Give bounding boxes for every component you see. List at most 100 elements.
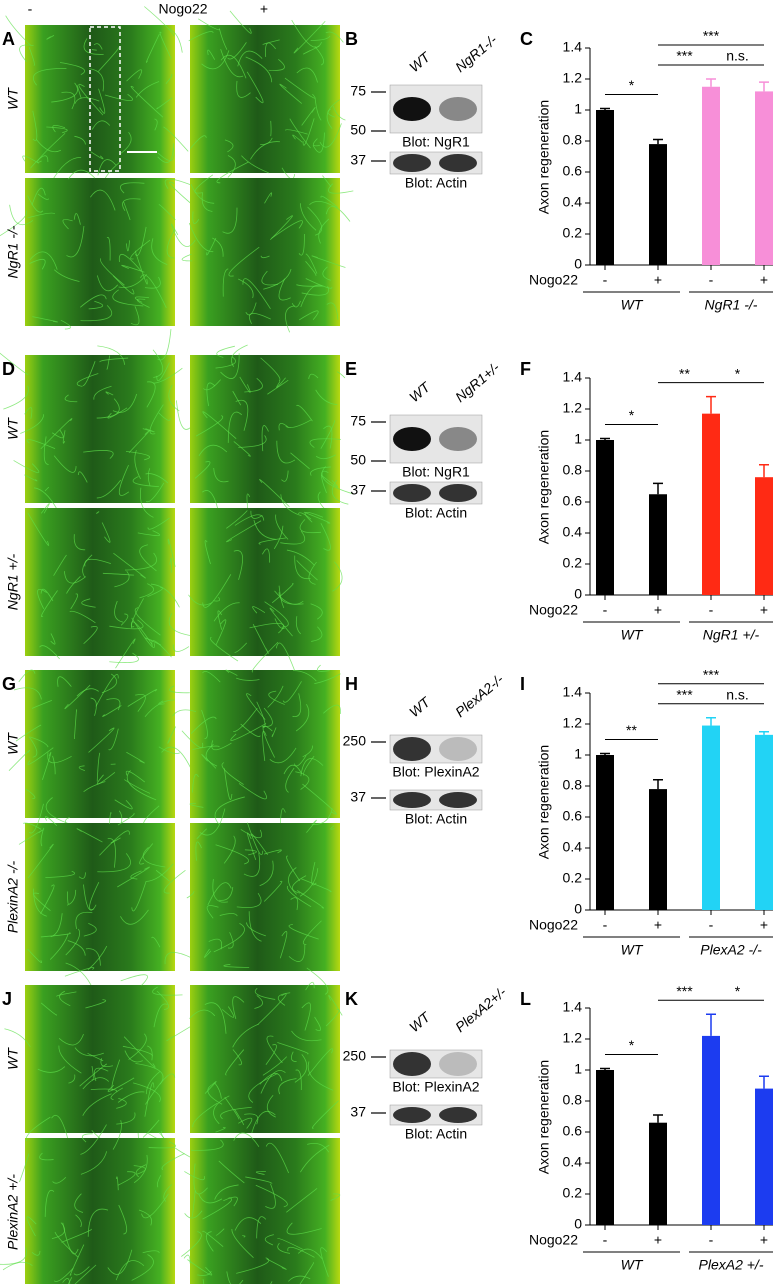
- axon: [102, 705, 122, 717]
- axon: [74, 97, 100, 104]
- bar: [649, 789, 667, 910]
- axon: [139, 583, 154, 599]
- axon: [139, 544, 157, 572]
- axon: [236, 892, 262, 908]
- axon: [52, 1176, 67, 1184]
- axon: [147, 468, 151, 486]
- axon: [234, 1108, 245, 1126]
- axon: [300, 284, 323, 308]
- axon: [296, 67, 318, 83]
- axon: [2, 1261, 33, 1271]
- axon: [275, 642, 297, 675]
- axon: [223, 768, 233, 800]
- axon: [90, 697, 97, 716]
- axon: [27, 195, 44, 213]
- axon: [122, 1045, 153, 1057]
- axon: [320, 195, 338, 208]
- axon: [109, 652, 139, 663]
- axon: [227, 932, 234, 949]
- axon: [128, 1033, 147, 1060]
- axon: [238, 278, 254, 299]
- axon: [69, 610, 96, 624]
- bar: [702, 1035, 720, 1225]
- significance-label: **: [679, 365, 690, 381]
- axon: [61, 1228, 92, 1243]
- axon: [144, 637, 162, 646]
- axon: [238, 783, 268, 800]
- axon: [107, 1249, 133, 1275]
- axon: [47, 752, 72, 764]
- axon: [223, 1196, 238, 1207]
- axon: [260, 255, 270, 259]
- axon: [101, 673, 118, 694]
- axon: [125, 770, 146, 783]
- axon: [5, 15, 31, 46]
- axon: [246, 71, 264, 104]
- group-label: NgR1 +/-: [703, 627, 760, 643]
- axon: [96, 398, 120, 419]
- axon: [314, 97, 322, 121]
- panel-letter: L: [520, 989, 531, 1009]
- axon: [236, 80, 251, 98]
- axon: [163, 126, 189, 152]
- axon: [116, 1112, 136, 1125]
- axon: [99, 258, 125, 286]
- axon: [58, 1034, 84, 1046]
- axon: [29, 251, 58, 270]
- axon: [285, 419, 312, 428]
- axon: [303, 45, 320, 55]
- axon: [83, 38, 104, 55]
- panel-letter: A: [2, 29, 15, 49]
- bar: [755, 477, 773, 595]
- axon: [297, 1248, 323, 1259]
- axon: [106, 698, 121, 711]
- significance-label: *: [735, 983, 741, 999]
- axon: [78, 872, 86, 879]
- axon: [314, 46, 325, 66]
- axon: [112, 275, 135, 295]
- axon: [22, 155, 39, 164]
- error-bar: [706, 78, 716, 87]
- axon: [262, 725, 276, 758]
- axon: [127, 689, 158, 707]
- axon: [13, 460, 40, 474]
- axon: [118, 1204, 128, 1235]
- axon: [59, 990, 71, 1007]
- axon: [299, 203, 317, 231]
- axon: [222, 207, 238, 234]
- axon: [64, 394, 78, 403]
- axon: [165, 74, 173, 84]
- axon: [265, 1044, 277, 1065]
- axon: [113, 552, 146, 579]
- y-tick-label: 1: [574, 101, 582, 117]
- y-tick-label: 1.4: [563, 684, 583, 700]
- axon: [203, 379, 221, 391]
- axon: [144, 276, 161, 289]
- axon: [299, 1262, 315, 1284]
- axon: [44, 1190, 55, 1217]
- row-label: NgR1 +/-: [5, 553, 21, 610]
- axon: [163, 1184, 173, 1202]
- axon: [25, 788, 36, 800]
- axon: [0, 210, 28, 237]
- axon: [227, 411, 243, 443]
- axon: [93, 1067, 109, 1082]
- axon: [202, 1279, 205, 1284]
- axon: [291, 300, 301, 308]
- x-tick-label: -: [709, 272, 714, 288]
- axon: [250, 141, 280, 160]
- axon: [126, 240, 130, 252]
- axon: [202, 411, 237, 440]
- axon: [43, 436, 49, 465]
- axon: [202, 1230, 224, 1248]
- axon: [301, 878, 332, 893]
- axon: [19, 1153, 30, 1183]
- micrograph: [25, 1138, 175, 1284]
- axon: [66, 891, 69, 904]
- axon: [85, 999, 107, 1009]
- axon: [213, 596, 221, 602]
- bar: [702, 86, 720, 265]
- axon: [181, 730, 204, 749]
- panel-letter: B: [345, 29, 358, 49]
